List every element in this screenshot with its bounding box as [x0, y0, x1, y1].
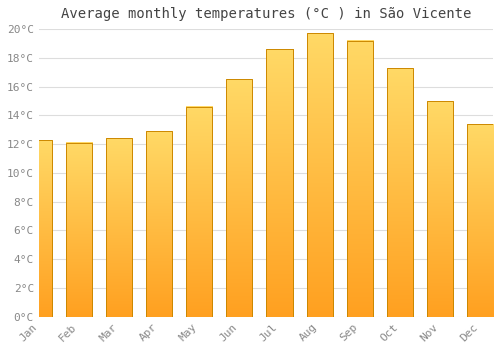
Title: Average monthly temperatures (°C ) in São Vicente: Average monthly temperatures (°C ) in Sã…: [60, 7, 471, 21]
Bar: [66, 143, 92, 317]
Bar: [226, 79, 252, 317]
Bar: [106, 138, 132, 317]
Bar: [346, 41, 372, 317]
Bar: [26, 140, 52, 317]
Bar: [266, 49, 292, 317]
Bar: [467, 124, 493, 317]
Bar: [467, 124, 493, 317]
Bar: [226, 79, 252, 317]
Bar: [306, 33, 332, 317]
Bar: [427, 101, 453, 317]
Bar: [306, 33, 332, 317]
Bar: [26, 140, 52, 317]
Bar: [186, 107, 212, 317]
Bar: [427, 101, 453, 317]
Bar: [387, 68, 413, 317]
Bar: [66, 143, 92, 317]
Bar: [106, 138, 132, 317]
Bar: [266, 49, 292, 317]
Bar: [186, 107, 212, 317]
Bar: [146, 131, 172, 317]
Bar: [346, 41, 372, 317]
Bar: [387, 68, 413, 317]
Bar: [146, 131, 172, 317]
